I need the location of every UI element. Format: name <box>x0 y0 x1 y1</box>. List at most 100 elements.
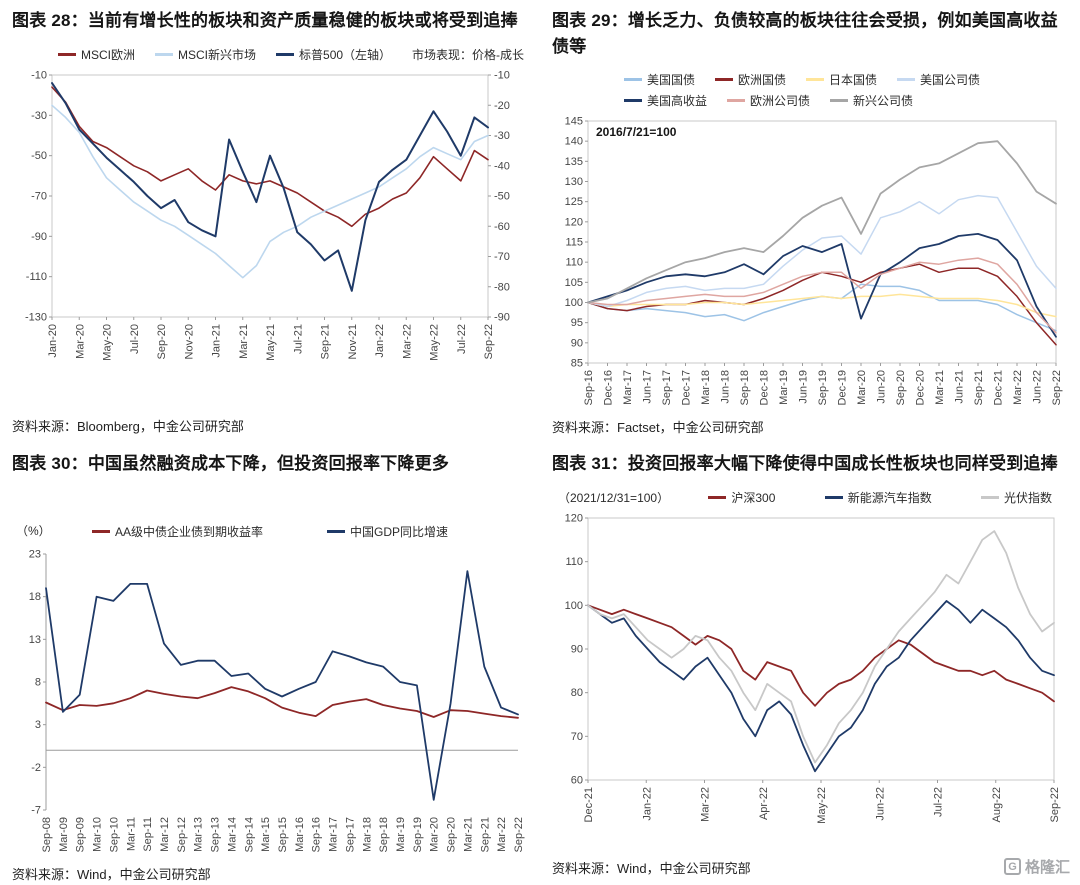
svg-text:Dec-19: Dec-19 <box>837 370 849 405</box>
legend-label: 新兴公司债 <box>853 93 914 108</box>
svg-text:May-22: May-22 <box>816 787 828 824</box>
svg-text:135: 135 <box>565 156 583 168</box>
svg-text:-50: -50 <box>31 151 47 163</box>
svg-text:Dec-16: Dec-16 <box>603 370 615 405</box>
svg-text:-80: -80 <box>494 282 510 294</box>
svg-text:-30: -30 <box>31 110 47 122</box>
svg-text:Sep-22: Sep-22 <box>1051 370 1063 405</box>
legend-swatch <box>708 496 727 500</box>
svg-text:Jun-17: Jun-17 <box>642 370 654 404</box>
svg-text:Sep-19: Sep-19 <box>817 370 829 405</box>
svg-text:-110: -110 <box>26 272 47 284</box>
svg-text:Mar-18: Mar-18 <box>700 370 712 405</box>
figure-30-legend: （%） AA级中债企业债到期收益率 中国GDP同比增速 <box>12 521 528 542</box>
svg-text:100: 100 <box>565 600 583 612</box>
figure-28-source: 资料来源：Bloomberg，中金公司研究部 <box>12 419 244 434</box>
svg-text:Sep-22: Sep-22 <box>1049 787 1061 822</box>
legend-item: 美国国债 <box>624 71 695 88</box>
figure-29-title: 图表 29：增长乏力、负债较高的板块往往会受损，例如美国高收益债等 <box>552 11 1058 57</box>
legend-item: 光伏指数 <box>980 489 1052 506</box>
legend-label: MSCI新兴市场 <box>178 48 257 63</box>
legend-item: 沪深300 <box>708 489 775 506</box>
gelonghui-logo-text: 格隆汇 <box>1024 859 1070 876</box>
svg-text:Mar-19: Mar-19 <box>395 817 407 852</box>
chart-panel-figure-29: 图表 29：增长乏力、负债较高的板块往往会受损，例如美国高收益债等 美国国债欧洲… <box>540 0 1080 443</box>
svg-text:Sep-21: Sep-21 <box>973 370 985 405</box>
figure-30-source: 资料来源：Wind，中金公司研究部 <box>12 867 211 883</box>
gelonghui-logo: G 格隆汇 <box>1003 856 1070 877</box>
svg-text:90: 90 <box>571 337 583 349</box>
svg-text:Jul-22: Jul-22 <box>933 787 945 817</box>
svg-text:Sep-21: Sep-21 <box>320 324 332 359</box>
legend-label: 欧洲公司债 <box>750 93 811 108</box>
svg-text:Jun-19: Jun-19 <box>798 370 810 404</box>
svg-text:Sep-20: Sep-20 <box>446 817 458 852</box>
legend-swatch <box>824 496 843 500</box>
legend-item: MSCI新兴市场 <box>155 46 256 63</box>
legend-label: 美国高收益 <box>647 93 708 108</box>
svg-text:110: 110 <box>565 557 583 569</box>
svg-text:Mar-11: Mar-11 <box>125 817 137 851</box>
legend-label: 日本国债 <box>829 72 878 87</box>
svg-text:-10: -10 <box>494 70 510 82</box>
svg-text:Dec-21: Dec-21 <box>583 787 595 822</box>
svg-text:-10: -10 <box>31 70 47 82</box>
svg-text:Jan-21: Jan-21 <box>211 324 223 358</box>
svg-text:-90: -90 <box>31 231 47 243</box>
svg-text:125: 125 <box>565 196 583 208</box>
svg-text:-50: -50 <box>494 191 510 203</box>
legend-label: 美国公司债 <box>920 72 981 87</box>
svg-text:Nov-21: Nov-21 <box>347 324 359 359</box>
svg-text:May-22: May-22 <box>429 324 441 361</box>
legend-swatch <box>58 53 76 57</box>
legend-item: 中国GDP同比增速 <box>327 523 448 540</box>
svg-text:Mar-21: Mar-21 <box>238 324 250 359</box>
svg-text:Sep-19: Sep-19 <box>412 817 424 852</box>
svg-text:-130: -130 <box>25 312 47 324</box>
legend-swatch <box>806 77 825 81</box>
svg-text:130: 130 <box>565 176 583 188</box>
legend-swatch <box>727 98 746 102</box>
svg-text:Sep-15: Sep-15 <box>277 817 289 852</box>
legend-label: 沪深300 <box>731 491 776 506</box>
svg-text:Dec-21: Dec-21 <box>993 370 1005 405</box>
svg-text:Mar-12: Mar-12 <box>159 817 171 852</box>
axis-unit-note: （2021/12/31=100） <box>558 491 670 506</box>
chart-panel-figure-31: 图表 31：投资回报率大幅下降使得中国成长性板块也同样受到追捧 （2021/12… <box>540 443 1080 885</box>
svg-text:Jun-22: Jun-22 <box>1032 370 1044 404</box>
svg-text:May-20: May-20 <box>102 324 114 361</box>
legend-item: 欧洲国债 <box>715 71 786 88</box>
svg-text:Mar-15: Mar-15 <box>260 817 272 852</box>
legend-label: AA级中债企业债到期收益率 <box>114 525 263 540</box>
figure-28-legend: MSCI欧洲 MSCI新兴市场 标普500（左轴） 市场表现：价格-成长 <box>12 44 528 65</box>
svg-text:Mar-16: Mar-16 <box>294 817 306 852</box>
svg-text:Aug-22: Aug-22 <box>991 787 1003 822</box>
svg-text:3: 3 <box>35 720 41 732</box>
svg-text:Mar-21: Mar-21 <box>462 817 474 852</box>
figure-28-line-chart: -10 -30 -50 -70 -90 -110 -130 -10 -20 -30 -40 -50 -6… <box>25 70 510 361</box>
svg-text:Sep-22: Sep-22 <box>513 817 525 852</box>
svg-text:Jul-21: Jul-21 <box>292 324 304 354</box>
svg-text:Mar-13: Mar-13 <box>193 817 205 852</box>
legend-item: 日本国债 <box>806 71 877 88</box>
svg-text:90: 90 <box>571 644 583 656</box>
svg-text:Sep-13: Sep-13 <box>210 817 222 852</box>
legend-item: 标普500（左轴） <box>276 46 391 63</box>
svg-text:-2: -2 <box>31 762 41 774</box>
svg-text:Mar-22: Mar-22 <box>401 324 413 359</box>
legend-item: 欧洲公司债 <box>727 92 810 109</box>
svg-text:Mar-20: Mar-20 <box>856 370 868 405</box>
svg-text:Mar-22: Mar-22 <box>700 787 712 822</box>
svg-text:100: 100 <box>565 297 583 309</box>
svg-text:Mar-21: Mar-21 <box>934 370 946 405</box>
svg-text:Sep-20: Sep-20 <box>895 370 907 405</box>
legend-swatch <box>155 53 174 57</box>
figure-29-source: 资料来源：Factset，中金公司研究部 <box>552 419 764 435</box>
svg-text:18: 18 <box>29 592 41 604</box>
svg-text:13: 13 <box>29 634 41 646</box>
svg-text:Mar-09: Mar-09 <box>58 817 70 852</box>
legend-swatch <box>980 496 999 500</box>
svg-text:140: 140 <box>565 135 583 147</box>
